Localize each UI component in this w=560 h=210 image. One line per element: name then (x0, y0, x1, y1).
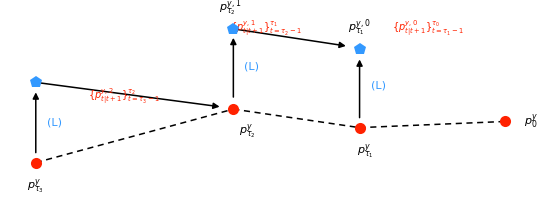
Text: $p^{y,0}_{\tau_1}$: $p^{y,0}_{\tau_1}$ (348, 17, 371, 38)
Text: $p^{y}_0$: $p^{y}_0$ (524, 112, 539, 131)
Text: $p^{y}_{\tau_2}$: $p^{y}_{\tau_2}$ (239, 123, 255, 141)
Text: $\{p^{y,0}_{t|t+1}\}^{\tau_0}_{t=\tau_1-1}$: $\{p^{y,0}_{t|t+1}\}^{\tau_0}_{t=\tau_1-… (393, 18, 464, 38)
Text: (L): (L) (244, 62, 259, 72)
Text: (L): (L) (371, 80, 385, 91)
Text: $p^{y}_{\tau_3}$: $p^{y}_{\tau_3}$ (27, 178, 44, 196)
Text: $p^{y,1}_{\tau_2}$: $p^{y,1}_{\tau_2}$ (220, 0, 242, 18)
Text: $\{p^{y,1}_{t|t+1}\}^{\tau_1}_{t=\tau_2-1}$: $\{p^{y,1}_{t|t+1}\}^{\tau_1}_{t=\tau_2-… (230, 18, 302, 38)
Text: (L): (L) (46, 117, 62, 127)
Text: $\{p^{y,2}_{t|t+1}\}^{\tau_2}_{t=\tau_3-1}$: $\{p^{y,2}_{t|t+1}\}^{\tau_2}_{t=\tau_3-… (88, 86, 160, 106)
Text: $p^{y}_{\tau_1}$: $p^{y}_{\tau_1}$ (357, 143, 374, 161)
